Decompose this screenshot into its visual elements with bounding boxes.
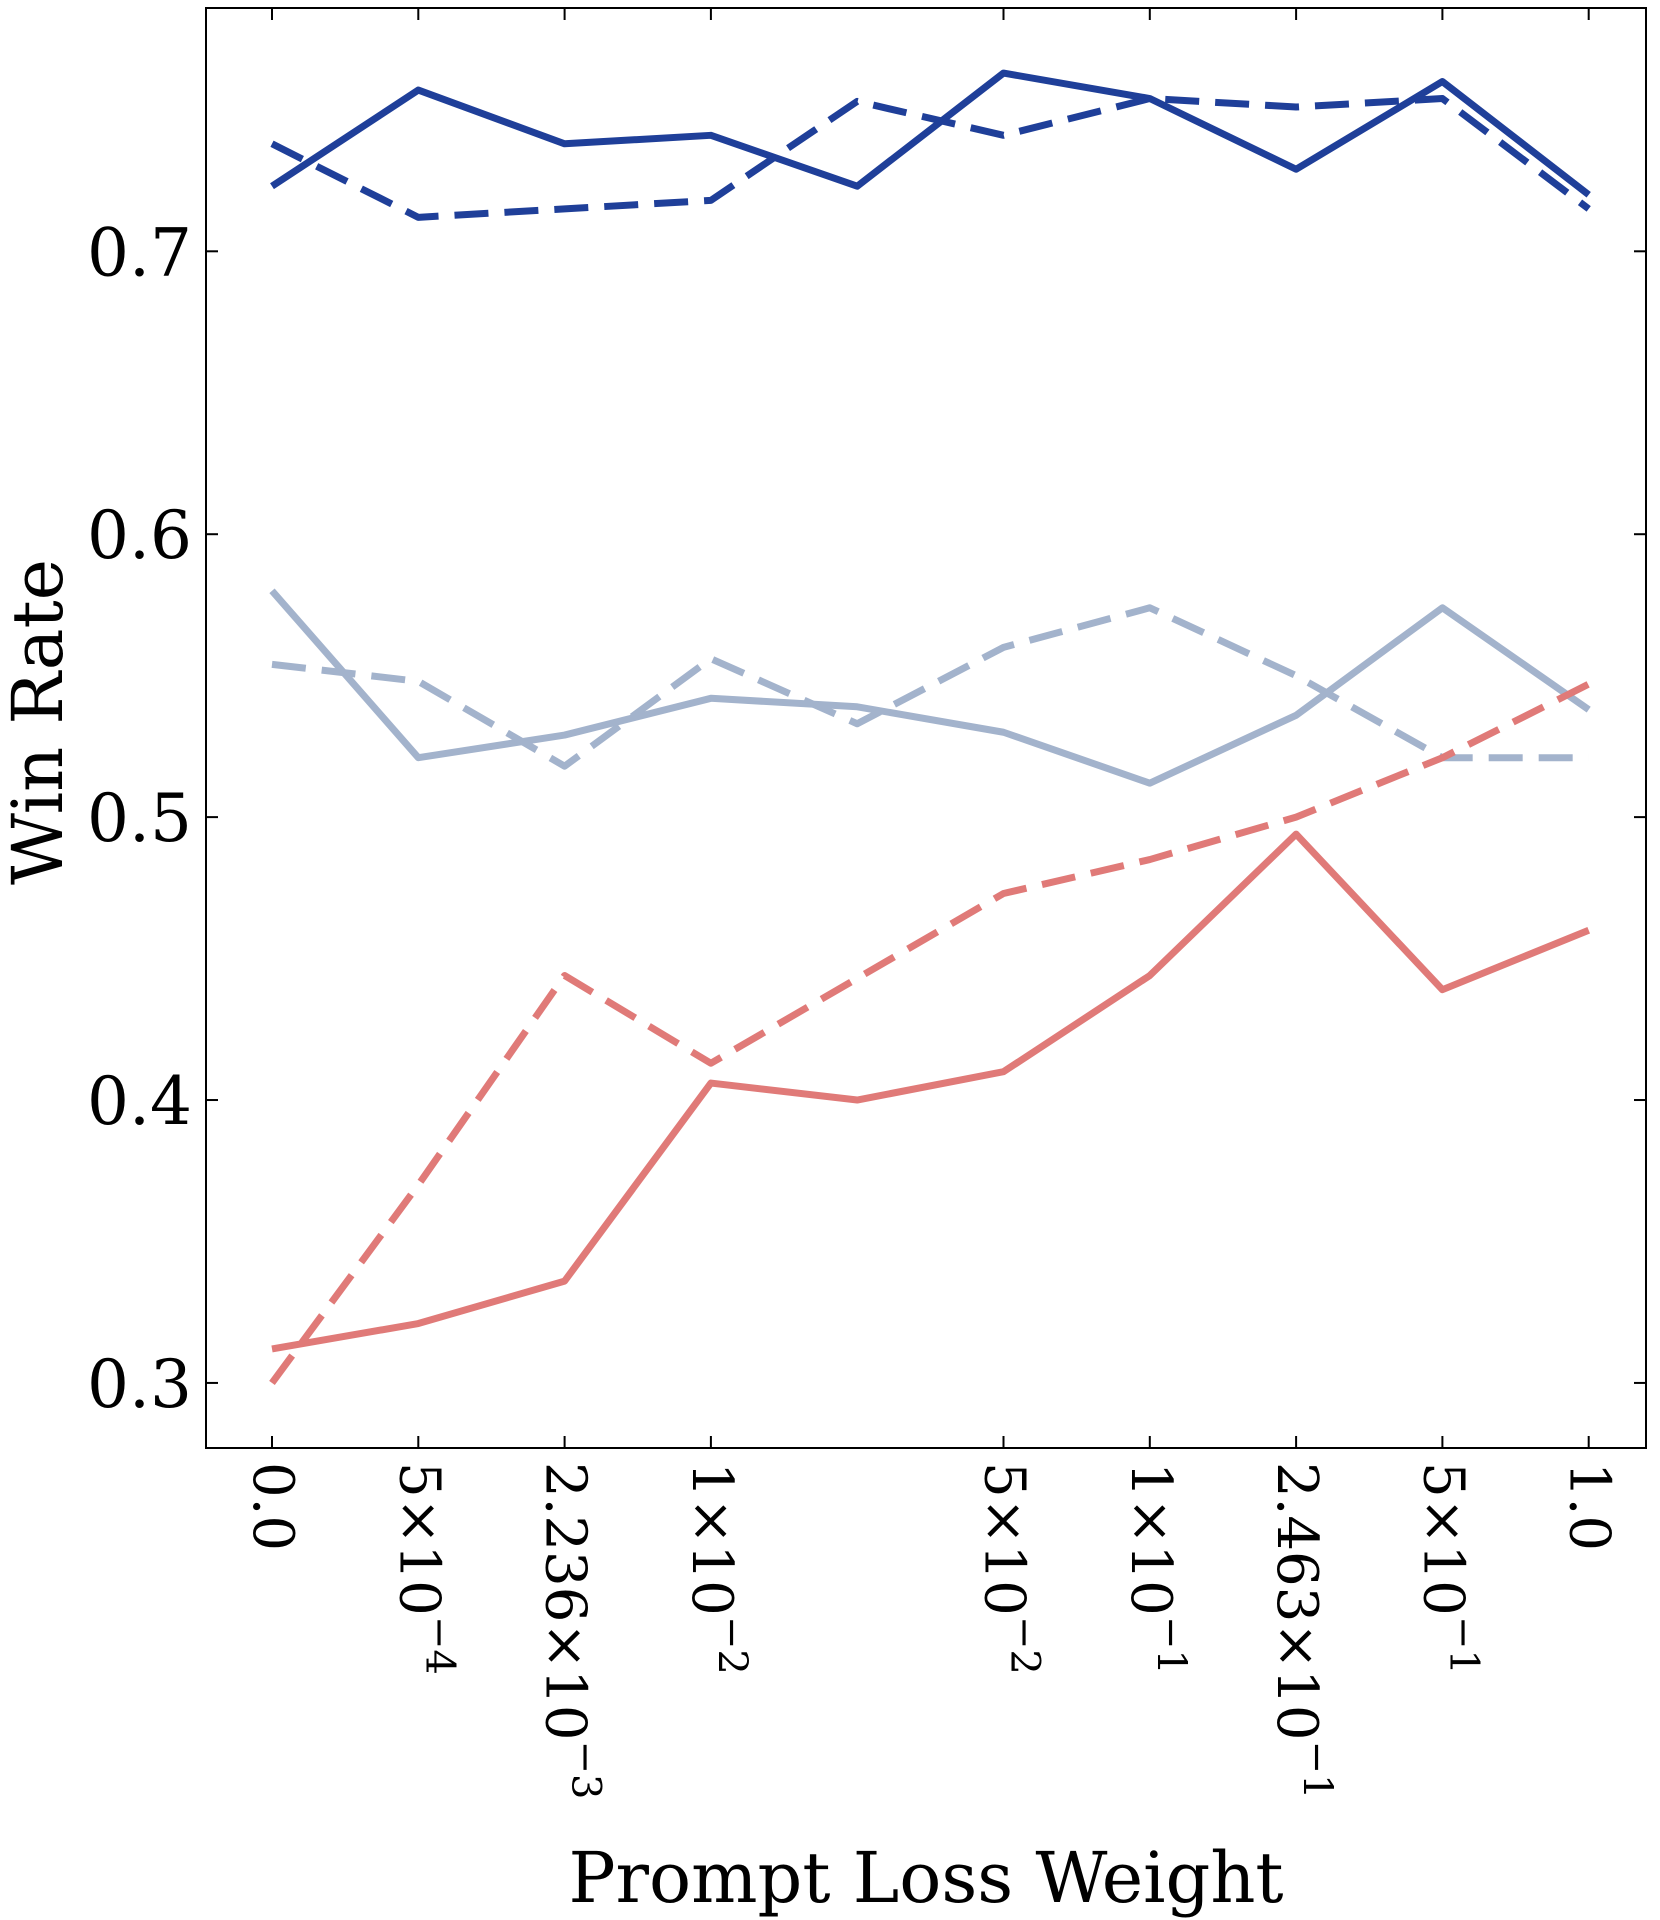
- x-tick-label: 5×10−2: [972, 1462, 1048, 1675]
- series-line-dark-blue-dashed: [270, 95, 1591, 221]
- series-line-red-dashed: [269, 681, 1591, 1386]
- x-tick-label-base: 1.0: [1557, 1462, 1622, 1551]
- x-tick-label: 2.463×10−1: [1264, 1462, 1340, 1799]
- x-tick-label: 5×10−1: [1410, 1462, 1486, 1675]
- x-tick-label-base: 5×10: [386, 1462, 451, 1616]
- y-tick-label: 0.7: [87, 214, 192, 291]
- y-tick-label: 0.3: [87, 1346, 192, 1423]
- x-tick-label: 5×10−4: [386, 1462, 462, 1675]
- y-tick-label: 0.6: [87, 497, 192, 574]
- series-lines: [269, 69, 1591, 1386]
- x-tick-label-exponent: −1: [1148, 1616, 1194, 1675]
- y-tick-labels: 0.3 0.4 0.5 0.6 0.7: [87, 214, 192, 1423]
- x-tick-label-exponent: −2: [1002, 1616, 1048, 1675]
- x-tick-label-exponent: −3: [563, 1741, 609, 1800]
- x-tick-label-base: 5×10: [1410, 1462, 1475, 1616]
- x-tick-label-exponent: −4: [416, 1616, 462, 1675]
- x-tick-labels: 0.0 5×10−4 2.236×10−31×10−25×10−21×10−1 2.4…: [240, 1462, 1622, 1799]
- x-tick-label-base: 1×10: [679, 1462, 744, 1616]
- x-tick-label: 1.0: [1557, 1462, 1622, 1551]
- series-line-red-solid: [271, 830, 1591, 1353]
- x-tick-label: 0.0: [240, 1462, 305, 1551]
- x-tick-label-base: 2.236×10: [533, 1462, 598, 1741]
- y-tick-label: 0.4: [87, 1063, 192, 1140]
- y-axis-title: Win Rate: [0, 559, 79, 885]
- x-tick-label-base: 2.463×10: [1264, 1462, 1329, 1741]
- plot-frame: [205, 7, 1647, 1449]
- x-tick-label-base: 5×10: [972, 1462, 1037, 1616]
- x-tick-label-exponent: −1: [1440, 1616, 1486, 1675]
- x-axis-title: Prompt Loss Weight: [568, 1837, 1283, 1919]
- y-tick-label: 0.5: [87, 780, 192, 857]
- x-tick-label-exponent: −2: [709, 1616, 755, 1675]
- series-line-dark-blue-solid: [270, 69, 1591, 198]
- series-line-light-blue-solid: [269, 588, 1591, 787]
- x-tick-label: 2.236×10−3: [533, 1462, 609, 1799]
- x-tick-label: 1×10−2: [679, 1462, 755, 1675]
- series-line-light-blue-dashed: [271, 604, 1589, 770]
- x-tick-label-base: 0.0: [240, 1462, 305, 1551]
- x-tick-label-base: 1×10: [1118, 1462, 1183, 1616]
- x-tick-label: 1×10−1: [1118, 1462, 1194, 1675]
- tick-marks: [206, 8, 1646, 1448]
- x-tick-label-exponent: −1: [1294, 1741, 1340, 1800]
